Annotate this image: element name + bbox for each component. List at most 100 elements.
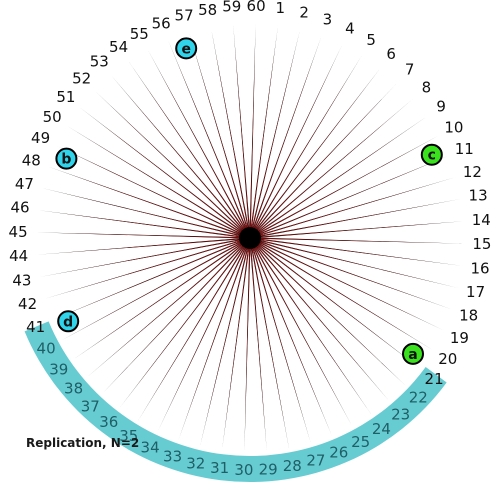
- spoke-46: [37, 210, 242, 238]
- spoke-15: [258, 237, 464, 244]
- spoke-48: [48, 166, 242, 236]
- marker-c: c: [420, 143, 443, 166]
- marker-circle: [420, 143, 443, 166]
- marker-circle: [55, 147, 78, 170]
- spoke-outline: [257, 241, 444, 331]
- spoke-51: [80, 107, 244, 234]
- spoke-label-36: 36: [99, 413, 118, 431]
- spoke-core: [81, 242, 242, 330]
- spoke-label-53: 53: [90, 53, 109, 71]
- spoke-core: [251, 51, 295, 229]
- spoke-core: [258, 242, 414, 339]
- spoke-label-59: 59: [222, 0, 241, 16]
- spoke-label-16: 16: [470, 259, 489, 277]
- spoke-18: [258, 240, 452, 310]
- spoke-core: [141, 79, 245, 230]
- spoke-core: [256, 98, 383, 232]
- spoke-label-39: 39: [49, 360, 68, 378]
- spoke-outline: [251, 29, 300, 230]
- spoke-outline: [253, 44, 343, 231]
- spoke-outline: [258, 238, 463, 266]
- spoke-label-49: 49: [31, 129, 50, 147]
- spoke-label-25: 25: [351, 433, 370, 451]
- spoke-54: [128, 61, 246, 231]
- diagram-caption: Replication, N=2: [26, 436, 140, 450]
- spoke-32: [200, 246, 249, 447]
- spoke-label-20: 20: [438, 350, 457, 368]
- marker-circle: [57, 310, 80, 333]
- spoke-core: [258, 241, 424, 321]
- spoke-outline: [189, 32, 249, 230]
- spoke-33: [178, 246, 248, 440]
- spoke-53: [111, 75, 245, 232]
- spoke-core: [244, 247, 251, 430]
- spoke-label-8: 8: [422, 78, 432, 96]
- spoke-core: [259, 239, 437, 283]
- spoke-60: [249, 24, 256, 230]
- spoke-label-48: 48: [22, 152, 41, 170]
- spoke-core: [258, 129, 409, 233]
- spoke-outline: [258, 221, 464, 238]
- spoke-label-37: 37: [81, 397, 100, 415]
- spoke-label-21: 21: [425, 370, 444, 388]
- spoke-label-34: 34: [141, 438, 160, 456]
- spoke-label-6: 6: [386, 45, 396, 63]
- spoke-core: [251, 247, 285, 427]
- spoke-core: [252, 247, 305, 423]
- spoke-core: [256, 244, 390, 371]
- spoke-50: [67, 126, 243, 234]
- spoke-core: [254, 246, 342, 407]
- spoke-label-45: 45: [9, 223, 28, 241]
- spoke-label-31: 31: [210, 459, 229, 477]
- spoke-label-10: 10: [444, 118, 463, 136]
- spoke-47: [41, 188, 242, 237]
- spoke-57: [189, 32, 249, 230]
- spoke-10: [257, 135, 439, 235]
- spoke-29: [250, 246, 267, 452]
- spoke-28: [251, 246, 289, 449]
- spoke-label-7: 7: [405, 61, 415, 79]
- spoke-37: [102, 244, 245, 394]
- spoke-label-26: 26: [329, 443, 348, 461]
- spoke-40: [61, 241, 243, 341]
- spoke-core: [250, 247, 266, 430]
- spoke-13: [258, 199, 461, 237]
- spoke-label-24: 24: [372, 420, 391, 438]
- spoke-label-27: 27: [306, 451, 325, 469]
- spoke-39: [73, 242, 243, 360]
- spoke-6: [254, 68, 381, 232]
- marker-e: e: [175, 37, 198, 60]
- spoke-outline: [250, 25, 278, 230]
- spoke-core: [256, 245, 375, 384]
- spoke-outline: [233, 24, 250, 230]
- spoke-outline: [258, 240, 452, 310]
- spoke-19: [257, 241, 444, 331]
- spoke-14: [258, 221, 464, 238]
- spoke-core: [253, 247, 324, 416]
- spoke-label-2: 2: [299, 3, 309, 21]
- spoke-25: [253, 245, 353, 427]
- spoke-core: [258, 146, 419, 234]
- spoke-core: [65, 240, 241, 293]
- spoke-label-22: 22: [409, 389, 428, 407]
- spoke-label-30: 30: [234, 461, 253, 479]
- spoke-outline: [258, 156, 448, 236]
- spoke-core: [253, 64, 333, 230]
- spoke-outline: [251, 246, 289, 449]
- spoke-label-3: 3: [323, 10, 333, 28]
- spoke-core: [125, 92, 244, 231]
- spoke-11: [258, 156, 448, 236]
- spoke-label-4: 4: [345, 20, 355, 38]
- spoke-outline: [44, 239, 242, 299]
- spoke-56: [168, 40, 248, 230]
- spoke-core: [215, 49, 249, 229]
- spoke-label-32: 32: [186, 455, 205, 473]
- spoke-24: [254, 245, 372, 415]
- spoke-label-54: 54: [109, 38, 128, 56]
- spoke-34: [157, 245, 247, 432]
- spoke-label-9: 9: [436, 98, 446, 116]
- spoke-core: [58, 238, 241, 254]
- spoke-core: [176, 60, 247, 229]
- spoke-core: [249, 46, 256, 229]
- spoke-outline: [48, 166, 242, 236]
